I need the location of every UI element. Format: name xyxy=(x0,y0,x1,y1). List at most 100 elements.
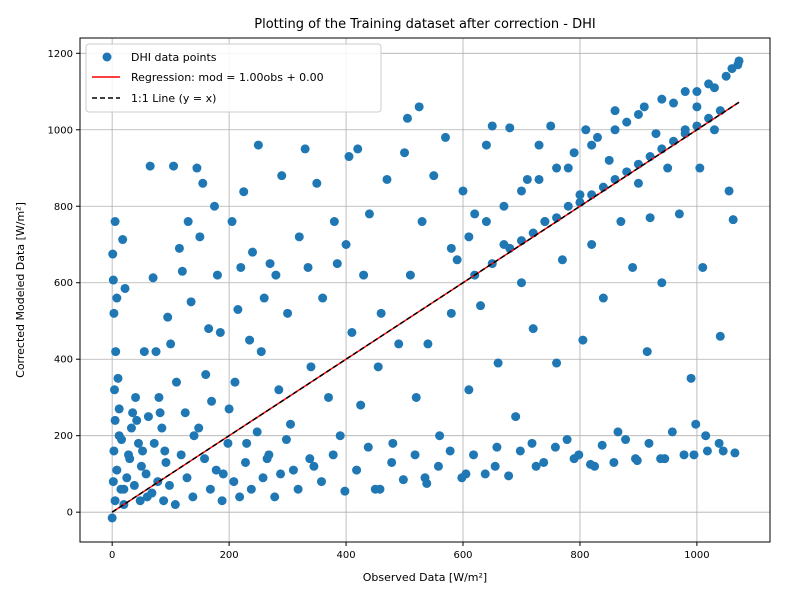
data-point xyxy=(356,400,366,410)
data-point xyxy=(239,187,249,197)
data-point xyxy=(562,435,572,445)
data-point xyxy=(281,435,291,445)
data-point xyxy=(324,392,334,402)
data-point xyxy=(207,396,217,406)
y-tick-label: 1000 xyxy=(48,125,73,136)
data-point xyxy=(610,125,620,135)
data-point xyxy=(312,178,322,188)
y-axis-label: Corrected Modeled Data [W/m²] xyxy=(14,202,27,378)
data-point xyxy=(388,438,398,448)
data-point xyxy=(155,408,165,418)
data-point xyxy=(440,132,450,142)
data-point xyxy=(138,446,148,456)
data-point xyxy=(505,123,515,133)
data-point xyxy=(457,473,467,483)
data-point xyxy=(691,419,701,429)
data-point xyxy=(303,262,313,272)
data-point xyxy=(124,450,134,460)
data-point xyxy=(235,492,245,502)
data-point xyxy=(277,171,287,181)
x-axis-ticks: 0 200 400 600 800 1000 xyxy=(109,542,710,561)
legend-label-points: DHI data points xyxy=(131,51,217,64)
data-point xyxy=(540,217,550,227)
data-point xyxy=(402,113,412,123)
data-point xyxy=(628,262,638,272)
data-point xyxy=(581,125,591,135)
data-point xyxy=(131,392,141,402)
data-point xyxy=(405,270,415,280)
data-point xyxy=(667,427,677,437)
data-point xyxy=(170,500,180,510)
data-point xyxy=(340,486,350,496)
data-point xyxy=(305,454,315,464)
data-point xyxy=(248,247,257,257)
data-point xyxy=(227,217,237,227)
plot-frame xyxy=(79,37,771,543)
data-point xyxy=(616,217,626,227)
data-point xyxy=(452,255,462,265)
data-point xyxy=(504,471,514,481)
data-point xyxy=(113,373,123,383)
data-point xyxy=(656,454,666,464)
data-point xyxy=(120,283,130,293)
data-point xyxy=(108,249,118,259)
data-point xyxy=(493,358,503,368)
data-point xyxy=(469,450,479,460)
data-point xyxy=(205,484,215,494)
data-point xyxy=(522,174,532,184)
y-tick-label: 0 xyxy=(67,508,73,519)
data-point xyxy=(118,235,128,245)
data-point xyxy=(154,392,164,402)
data-point xyxy=(109,308,119,318)
data-point xyxy=(470,209,480,219)
data-point xyxy=(539,457,549,467)
data-point xyxy=(435,431,445,441)
data-point xyxy=(481,217,491,227)
data-point xyxy=(633,178,643,188)
data-point xyxy=(550,442,560,452)
data-point xyxy=(177,266,187,276)
data-point xyxy=(709,125,719,135)
data-point xyxy=(189,431,199,441)
data-point xyxy=(294,232,304,242)
data-point xyxy=(597,440,607,450)
data-point xyxy=(215,327,225,337)
data-point xyxy=(317,477,326,487)
data-point xyxy=(689,450,699,460)
data-point xyxy=(651,129,661,139)
data-point xyxy=(141,469,151,479)
data-point xyxy=(610,106,620,116)
data-point xyxy=(686,373,696,383)
data-point xyxy=(593,132,602,142)
data-point xyxy=(149,438,159,448)
legend-label-identity: 1:1 Line (y = x) xyxy=(131,92,216,105)
data-point xyxy=(464,385,474,395)
data-point xyxy=(516,186,526,196)
data-point xyxy=(161,457,171,467)
data-point xyxy=(373,362,383,372)
data-point xyxy=(163,312,173,322)
data-point xyxy=(335,431,345,441)
data-point xyxy=(274,385,284,395)
data-points xyxy=(107,56,744,523)
data-point xyxy=(283,308,293,318)
data-point xyxy=(108,275,118,285)
data-point xyxy=(400,148,410,158)
data-point xyxy=(164,480,174,490)
data-point xyxy=(180,408,190,418)
y-tick-label: 400 xyxy=(54,355,73,366)
data-point xyxy=(341,239,351,249)
data-point xyxy=(159,496,169,506)
data-point xyxy=(329,217,339,227)
data-point xyxy=(114,404,124,414)
data-point xyxy=(569,148,579,158)
data-point xyxy=(148,273,158,283)
data-point xyxy=(422,478,432,488)
data-point xyxy=(276,469,286,479)
data-point xyxy=(476,301,486,311)
y-tick-label: 600 xyxy=(54,278,73,289)
data-point xyxy=(212,270,222,280)
data-point xyxy=(117,435,127,445)
data-point xyxy=(481,140,491,150)
data-point xyxy=(174,243,184,253)
